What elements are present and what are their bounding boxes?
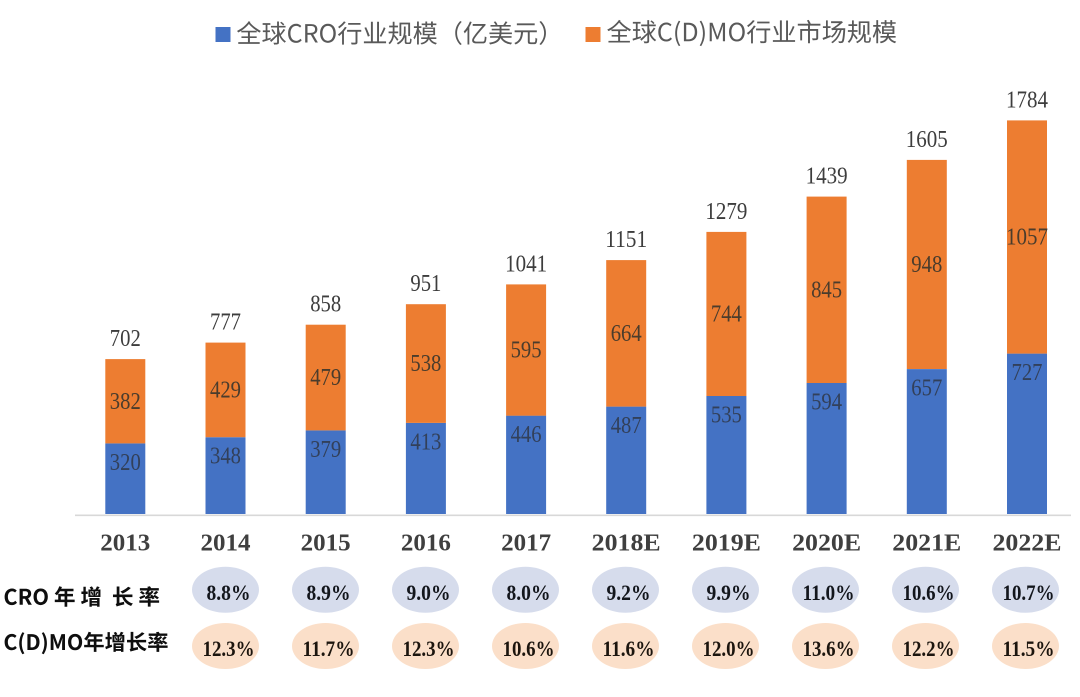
svg-text:2013: 2013 [100,531,150,557]
svg-text:1041: 1041 [505,251,547,277]
svg-text:845: 845 [811,277,842,303]
svg-text:9.2%: 9.2% [607,580,651,605]
svg-text:702: 702 [110,326,141,352]
svg-text:11.7%: 11.7% [303,636,355,661]
svg-text:1057: 1057 [1006,225,1048,251]
svg-text:777: 777 [210,310,241,336]
svg-text:2015: 2015 [301,531,351,557]
svg-text:1784: 1784 [1006,87,1048,113]
svg-text:446: 446 [511,422,542,448]
svg-text:8.9%: 8.9% [307,580,351,605]
svg-text:1439: 1439 [806,164,848,190]
svg-text:727: 727 [1012,360,1043,386]
svg-text:2019E: 2019E [692,531,761,557]
svg-text:413: 413 [410,429,441,455]
svg-text:1151: 1151 [605,227,647,253]
svg-text:479: 479 [310,365,341,391]
svg-text:8.0%: 8.0% [507,580,551,605]
svg-text:8.8%: 8.8% [207,580,251,605]
svg-text:382: 382 [110,389,141,415]
svg-text:379: 379 [310,437,341,463]
svg-text:2016: 2016 [401,531,451,557]
svg-text:9.0%: 9.0% [407,580,451,605]
svg-text:595: 595 [511,338,542,364]
svg-text:10.6%: 10.6% [503,636,555,661]
svg-text:664: 664 [611,321,642,347]
svg-text:11.0%: 11.0% [803,580,855,605]
svg-text:2018E: 2018E [592,531,661,557]
svg-text:2020E: 2020E [792,531,861,557]
svg-text:2022E: 2022E [993,531,1062,557]
svg-text:657: 657 [911,376,942,402]
svg-text:1279: 1279 [705,199,747,225]
svg-text:744: 744 [711,301,742,327]
svg-text:594: 594 [811,390,842,416]
svg-text:858: 858 [310,292,341,318]
svg-text:2014: 2014 [201,531,251,557]
svg-text:538: 538 [410,351,441,377]
svg-text:12.0%: 12.0% [703,636,755,661]
svg-text:11.5%: 11.5% [1003,636,1055,661]
svg-text:12.3%: 12.3% [403,636,455,661]
svg-text:320: 320 [110,450,141,476]
svg-text:13.6%: 13.6% [803,636,855,661]
svg-text:9.9%: 9.9% [707,580,751,605]
svg-text:2021E: 2021E [892,531,961,557]
svg-text:2017: 2017 [501,531,551,557]
svg-text:10.7%: 10.7% [1003,580,1055,605]
svg-text:11.6%: 11.6% [603,636,655,661]
svg-text:429: 429 [210,377,241,403]
svg-text:1605: 1605 [906,127,948,153]
svg-text:10.6%: 10.6% [903,580,955,605]
svg-text:12.3%: 12.3% [203,636,255,661]
svg-text:487: 487 [611,413,642,439]
svg-text:951: 951 [410,271,441,297]
svg-text:948: 948 [911,252,942,278]
svg-text:12.2%: 12.2% [903,636,955,661]
svg-text:535: 535 [711,403,742,429]
svg-text:348: 348 [210,444,241,470]
